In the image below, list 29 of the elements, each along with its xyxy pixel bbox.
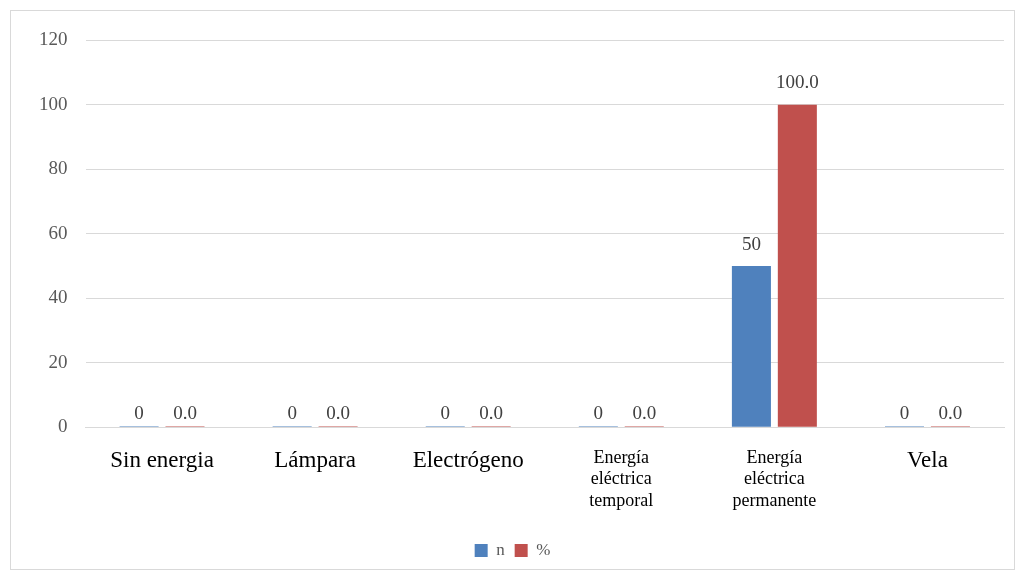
- y-tick-label: 40: [48, 286, 68, 308]
- x-tick-label: Vela: [907, 447, 948, 473]
- data-label: 0: [899, 401, 910, 423]
- y-tick-label: 0: [58, 415, 68, 437]
- x-tick-label: Energía eléctrica temporal: [589, 446, 654, 510]
- bar: [731, 266, 771, 427]
- x-tick-label: Lámpara: [274, 447, 356, 473]
- bar: [777, 104, 817, 427]
- legend-label: %: [536, 539, 551, 559]
- data-label: 0.0: [479, 401, 504, 423]
- data-label: 0.0: [938, 401, 963, 423]
- y-tick-label: 60: [48, 221, 68, 243]
- data-label: 0.0: [173, 401, 197, 423]
- y-tick-label: 20: [48, 350, 68, 372]
- data-label: 0.0: [326, 401, 350, 423]
- data-label: 0: [593, 401, 604, 423]
- data-label: 0.0: [632, 401, 657, 423]
- data-label: 0: [440, 401, 450, 423]
- y-tick-label: 100: [39, 92, 68, 114]
- y-tick-label: 80: [48, 157, 68, 179]
- data-label: 100.0: [775, 71, 819, 93]
- x-tick-label: Energía eléctrica permanente: [732, 446, 817, 510]
- x-tick-label: Electrógeno: [412, 447, 524, 473]
- data-label: 0: [287, 401, 297, 423]
- legend-label: n: [496, 539, 506, 559]
- y-tick-label: 120: [39, 28, 68, 50]
- x-tick-label: Sin energia: [110, 447, 214, 473]
- data-label: 50: [741, 232, 761, 254]
- data-label: 0: [134, 401, 144, 423]
